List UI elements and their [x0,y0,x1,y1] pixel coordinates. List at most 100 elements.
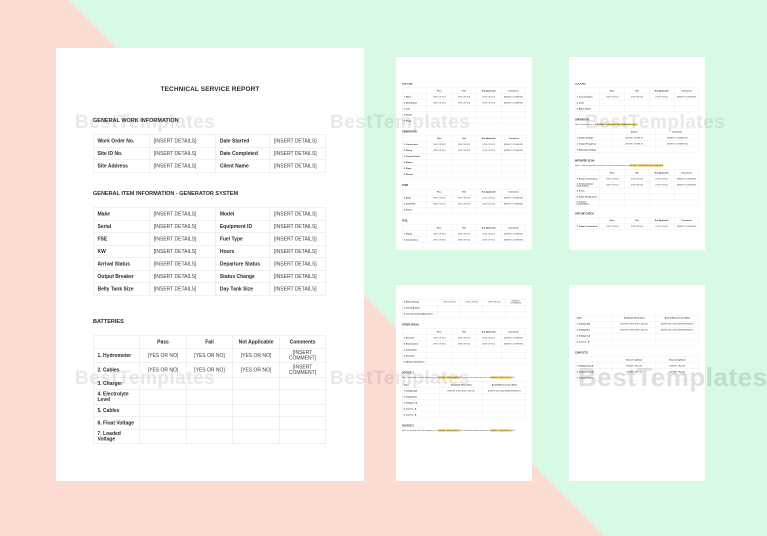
contacts-table: Source 1 (phase) Source 2 (phase) 1. Volta… [574,356,699,381]
table-cell: [YES OR NO] [139,362,187,378]
operation-note: Note: Running form is at [INSERT TEMPERA… [575,123,699,126]
source-2-note: Note: Displayed value for frequency is a… [402,429,526,432]
document-page-5: Value Displayed Value (Vac) Actual Measure… [569,285,705,481]
table-cell: Status Change [215,270,270,283]
table-row: 4. Current - B [574,338,699,346]
table-cell: [INSERT COMMENT] [279,348,326,363]
data-table: Pass Fail Not Applicable Comments 1. Power C… [574,217,699,230]
data-table: Pass Fail Not Applicable Comments 1. Body [YE… [401,188,526,214]
table-cell [451,358,477,365]
data-table: Pass Fail Not Applicable Comments 1. Hydrome… [93,335,326,444]
table-cell [476,171,502,178]
table-cell [673,187,699,194]
section-heading-cooling: COOLING [574,83,586,86]
section-heading-generator: GENERATOR [401,130,417,133]
table-cell: Make [92,207,150,221]
table-cell [279,416,326,430]
table-row: 1. Hydrometer [YES OR NO] [YES OR NO] [YES … [93,348,326,363]
table-row: 1. Structure [YES OR NO] [YES OR NO] [YES O… [401,334,526,341]
table-cell: [INSERT DETAILS] [269,257,327,271]
table-cell: [INSERT DETAILS] [149,159,216,173]
table-cell: 5. Module Cleanliness [401,358,428,365]
table-cell: [YES OR NO] [624,223,650,230]
table-cell: [YES OR NO] [599,223,625,230]
table-cell [599,199,625,206]
infrared-note: Note: Cable temperature reached a maximu… [575,164,699,167]
table-cell: 2. Connections [401,236,428,243]
table-cell [500,117,526,124]
table-cell: Work Order No. [92,134,150,148]
table-cell: 3. Charger [93,377,140,390]
table-cell [451,117,477,124]
document-page-4: 2. Relay Testing [YES OR NO] [YES OR NO] [Y… [396,285,532,481]
data-table: Pass Fail Not Applicable Comments 1. Connect… [401,135,526,178]
table-row: 1. Wires [YES OR NO] [YES OR NO] [YES OR NO… [401,93,526,100]
section-heading-source-2: SOURCE 2 [401,424,414,427]
table-cell [612,146,656,153]
table-cell: [INSERT DETAILS] [149,207,216,221]
table-cell [139,404,187,417]
table-cell: [INSERT DETAILS] [149,147,216,160]
table-cell: [INSERT DETAILS] [149,282,216,296]
table-cell [139,429,187,444]
table-cell: [INSERT DETAILS] [269,270,327,283]
table-cell: Equipment ID [215,220,270,233]
table-cell: [INSERT DETAILS] [269,282,327,296]
table-cell [139,416,187,430]
table-row: 5. Plugs [401,117,526,124]
table-cell: [INSERT COMMENT] [279,362,326,378]
table-row: 3. Voltage C-A [574,332,699,340]
source-1-note: Note: Displayed value for frequency is a… [402,376,526,379]
note-highlight: [INSERT TEMPERATURE READING] [629,164,664,167]
table-cell [673,105,699,112]
column-header: Comments [500,188,526,196]
table-row: 2. Wiring [YES OR NO] [YES OR NO] [YES OR N… [401,147,526,154]
table-cell [482,411,526,418]
table-cell [476,117,502,124]
table-row: FSE [INSERT DETAILS] Fuel Type [INSERT DETA… [92,232,327,246]
table-cell [624,199,650,206]
table-cell: 4. Current - B [574,338,613,346]
table-cell: 2. Fuel Filter [401,200,428,208]
note-text: . [663,164,664,167]
table-cell: 2. Cables [93,362,140,378]
table-cell: [INSERT COMMENT] [673,93,699,100]
general-item-information-table: Make [INSERT DETAILS] Model [INSERT DETAILS… [92,207,327,296]
note-highlight: [INSERT TEMPERATURE READING POINT] [597,123,638,126]
table-row: Site Address [INSERT DETAILS] Client Name[… [92,159,327,173]
table-cell: [YES OR NO] [232,362,280,378]
table-cell [624,187,650,194]
section-heading-batteries: BATTERIES [93,318,124,325]
table-cell [624,105,650,112]
table-cell [426,206,452,214]
table-cell [649,105,675,112]
table-cell [186,377,233,390]
table-row: 3. Charger [93,377,326,390]
table-cell: [INSERT DETAILS] [149,257,216,271]
table-cell: Fuel Type [215,232,270,246]
table-cell: [INSERT DETAILS] [269,147,327,160]
section-heading-ignition: IGNITION [401,83,413,86]
table-cell [612,374,656,381]
table-cell: Client Name [215,159,270,173]
table-row: 4. Electrolyte Level [93,389,326,405]
table-cell: 6. Mounts [401,171,428,178]
table-cell [186,416,233,430]
table-cell [451,171,477,178]
table-cell [279,404,326,417]
table-row: 5. Current - B [401,411,526,418]
data-table: Value Displayed Value (Vac) Actual Measure… [401,381,526,418]
table-row: 4. Control Contact Adjustment [401,310,526,318]
table-cell: [INSERT DETAILS] [149,270,216,283]
note-text: Hz. [511,429,516,432]
table-cell: 3. Block Heater [574,105,601,112]
table-cell: 1. Power Connections [574,223,601,230]
generator-table: Pass Fail Not Applicable Comments 1. Connect… [401,135,526,178]
table-cell: [YES OR NO] [476,236,502,243]
table-row: 3. Block Heater [574,105,699,112]
table-cell [186,389,233,405]
document-page-2: IGNITION Pass Fail Not Applicable Comments 1… [396,57,532,250]
table-cell [460,310,484,318]
batteries-table: Pass Fail Not Applicable Comments 1. Hydrome… [93,335,326,444]
table-cell: [INSERT DETAILS] [269,159,327,173]
